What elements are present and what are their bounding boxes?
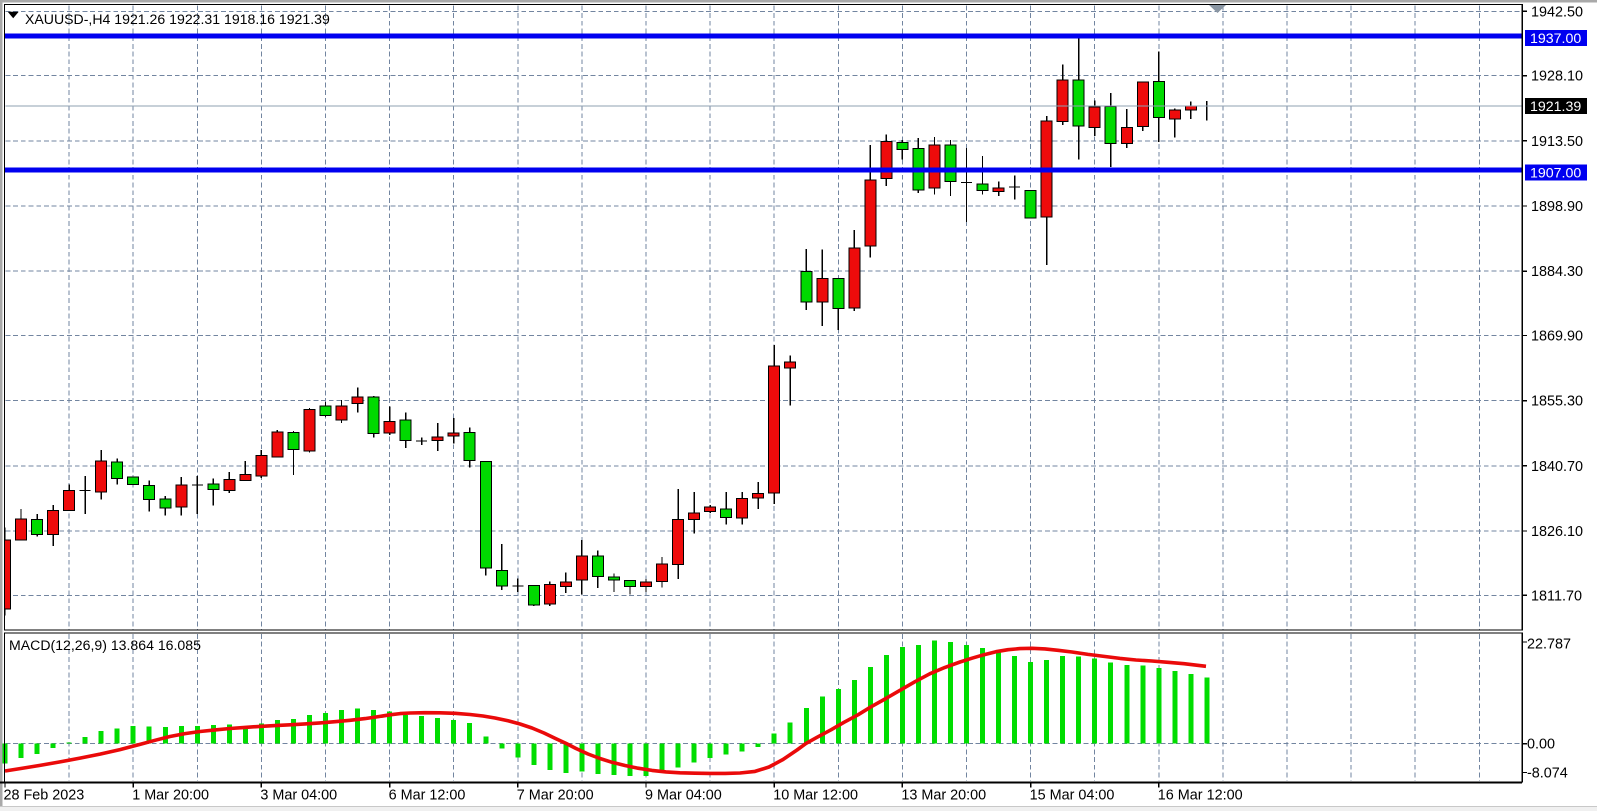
- svg-text:1 Mar 20:00: 1 Mar 20:00: [132, 788, 209, 804]
- svg-text:1811.70: 1811.70: [1531, 588, 1582, 604]
- svg-text:28 Feb 2023: 28 Feb 2023: [4, 788, 85, 804]
- svg-text:1928.10: 1928.10: [1531, 69, 1583, 85]
- svg-text:0.00: 0.00: [1527, 737, 1555, 753]
- svg-text:6 Mar 12:00: 6 Mar 12:00: [389, 788, 466, 804]
- svg-text:1937.00: 1937.00: [1530, 31, 1581, 47]
- svg-text:15 Mar 04:00: 15 Mar 04:00: [1030, 788, 1115, 804]
- svg-text:1826.10: 1826.10: [1531, 524, 1583, 540]
- svg-text:XAUUSD-,H4 1921.26 1922.31 19: XAUUSD-,H4 1921.26 1922.31 1918.16 1921.…: [25, 11, 330, 27]
- svg-text:-8.074: -8.074: [1527, 766, 1568, 782]
- svg-text:1884.30: 1884.30: [1531, 264, 1583, 280]
- svg-text:1855.30: 1855.30: [1531, 394, 1583, 410]
- svg-text:3 Mar 04:00: 3 Mar 04:00: [260, 788, 337, 804]
- svg-text:1869.90: 1869.90: [1531, 328, 1583, 344]
- svg-text:1907.00: 1907.00: [1530, 166, 1581, 182]
- svg-text:10 Mar 12:00: 10 Mar 12:00: [773, 788, 858, 804]
- svg-text:1840.70: 1840.70: [1531, 459, 1583, 475]
- svg-text:7 Mar 20:00: 7 Mar 20:00: [517, 788, 594, 804]
- svg-text:16 Mar 12:00: 16 Mar 12:00: [1158, 788, 1243, 804]
- svg-text:22.787: 22.787: [1527, 637, 1571, 653]
- svg-text:1898.90: 1898.90: [1531, 199, 1583, 215]
- svg-text:13 Mar 20:00: 13 Mar 20:00: [901, 788, 986, 804]
- svg-text:1921.39: 1921.39: [1530, 99, 1581, 115]
- svg-text:1942.50: 1942.50: [1531, 4, 1583, 20]
- svg-text:1913.50: 1913.50: [1531, 134, 1583, 150]
- svg-text:MACD(12,26,9) 13.864 16.085: MACD(12,26,9) 13.864 16.085: [9, 637, 201, 653]
- svg-text:9 Mar 04:00: 9 Mar 04:00: [645, 788, 722, 804]
